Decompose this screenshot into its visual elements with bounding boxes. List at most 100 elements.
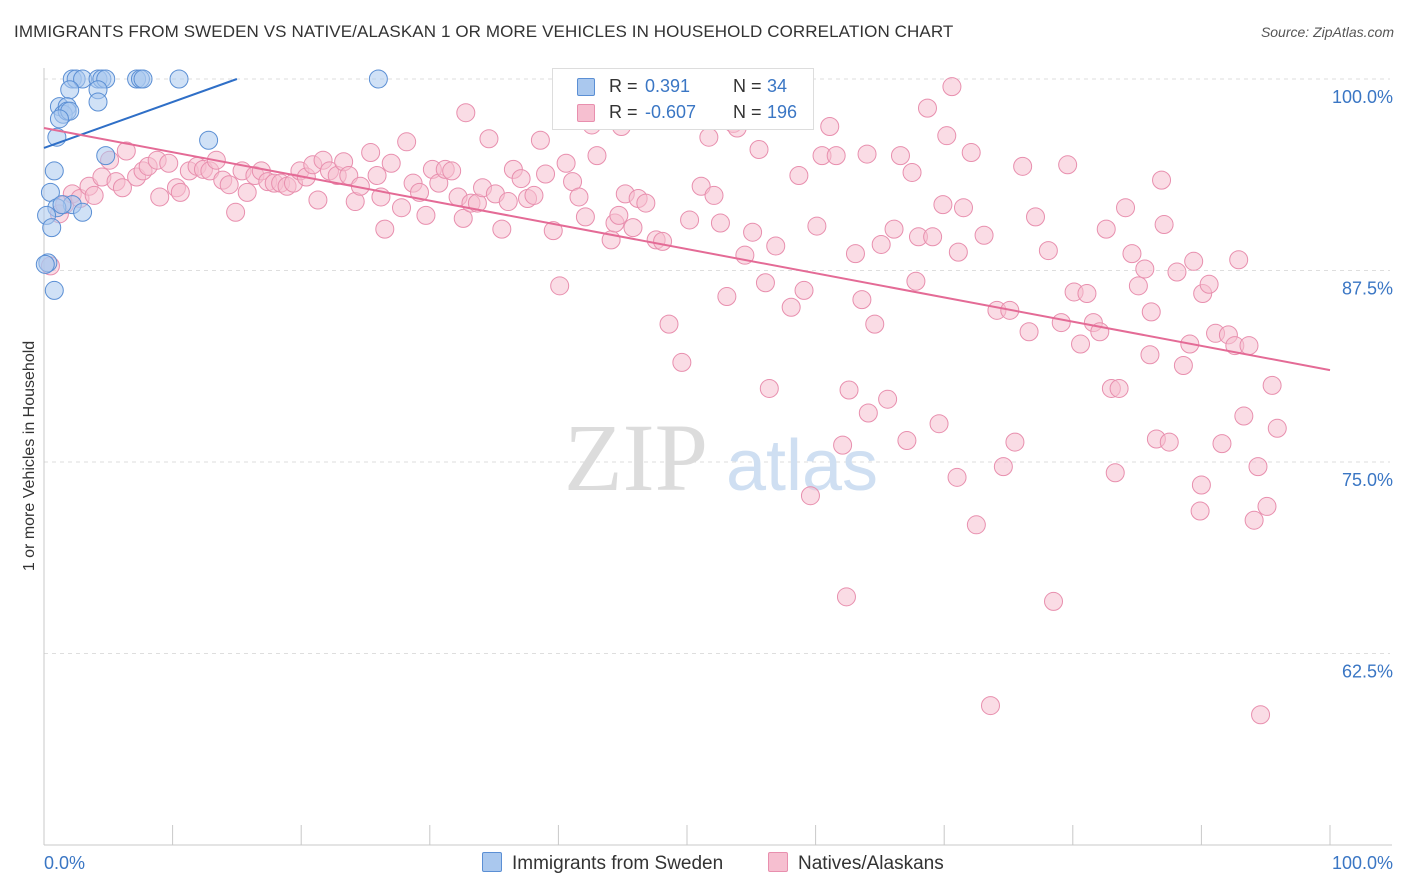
natives-point — [392, 198, 412, 218]
natives-point — [800, 486, 820, 506]
natives-point — [699, 127, 719, 147]
natives-point — [704, 185, 724, 205]
legend-swatch-sweden — [577, 78, 595, 96]
natives-point — [839, 380, 859, 400]
natives-point — [636, 193, 656, 213]
natives-point — [1191, 475, 1211, 495]
natives-point — [1122, 244, 1142, 264]
natives-point — [1212, 434, 1232, 454]
x-tick-label: 0.0% — [44, 853, 85, 873]
source-credit: Source: ZipAtlas.com — [1260, 24, 1394, 40]
legend-r-label: R = — [609, 76, 638, 96]
natives-trend-line — [43, 127, 1331, 372]
natives-point — [543, 221, 563, 241]
natives-point — [680, 210, 700, 230]
natives-point — [1248, 457, 1268, 477]
natives-point — [587, 146, 607, 166]
watermark-zip: ZIP — [564, 404, 708, 511]
legend-r-label: R = — [609, 102, 638, 122]
sweden-point — [42, 218, 62, 238]
natives-point — [1005, 432, 1025, 452]
sweden-point — [35, 254, 55, 274]
sweden-point — [49, 109, 69, 129]
natives-point — [749, 139, 769, 159]
natives-point — [1071, 334, 1091, 354]
natives-point — [536, 164, 556, 184]
y-tick-label: 87.5% — [1342, 279, 1393, 299]
natives-point — [1128, 276, 1148, 296]
natives-point — [1044, 591, 1064, 611]
legend-n-label: N = — [733, 76, 762, 96]
natives-point — [974, 225, 994, 245]
natives-point — [961, 143, 981, 163]
natives-point — [1267, 418, 1287, 438]
sweden-point — [133, 69, 153, 89]
legend-label-natives: Natives/Alaskans — [798, 853, 944, 874]
natives-point — [884, 219, 904, 239]
natives-point — [929, 414, 949, 434]
sweden-point — [169, 69, 189, 89]
natives-point — [416, 205, 436, 225]
sweden-point — [44, 161, 64, 181]
natives-point — [717, 287, 737, 307]
natives-point — [1077, 283, 1097, 303]
natives-point — [219, 175, 239, 195]
natives-point — [530, 130, 550, 150]
natives-point — [1244, 510, 1264, 530]
natives-point — [766, 236, 786, 256]
natives-point — [492, 219, 512, 239]
natives-point — [1140, 345, 1160, 365]
natives-point — [1234, 406, 1254, 426]
legend-swatch-natives — [768, 852, 788, 872]
natives-point — [836, 587, 856, 607]
natives-point — [807, 216, 827, 236]
natives-point — [1199, 274, 1219, 294]
natives-point — [556, 153, 576, 173]
natives-point — [980, 696, 1000, 716]
natives-point — [226, 202, 246, 222]
natives-point — [361, 143, 381, 163]
natives-point — [789, 166, 809, 186]
natives-point — [933, 195, 953, 215]
natives-point — [672, 352, 692, 372]
natives-point — [397, 132, 417, 152]
natives-point — [947, 467, 967, 487]
legend-item-sweden[interactable]: Immigrants from Sweden — [482, 852, 723, 875]
sweden-point — [52, 195, 72, 215]
natives-point — [1229, 250, 1249, 270]
sweden-point — [60, 80, 80, 100]
natives-point — [966, 515, 986, 535]
natives-point — [1262, 375, 1282, 395]
natives-points — [40, 77, 1287, 725]
natives-point — [1019, 322, 1039, 342]
sweden-point — [96, 146, 116, 166]
y-tick-label: 100.0% — [1332, 87, 1393, 107]
natives-point — [897, 431, 917, 451]
legend-item-natives[interactable]: Natives/Alaskans — [768, 852, 944, 875]
x-tick-label: 100.0% — [1332, 853, 1393, 873]
natives-point — [937, 126, 957, 146]
natives-point — [159, 153, 179, 173]
natives-point — [917, 98, 937, 118]
natives-point — [381, 153, 401, 173]
natives-point — [942, 77, 962, 97]
legend-n-label: N = — [733, 102, 762, 122]
natives-point — [1096, 219, 1116, 239]
natives-point — [890, 146, 910, 166]
natives-point — [511, 169, 531, 189]
natives-point — [367, 166, 387, 186]
legend-label-sweden: Immigrants from Sweden — [512, 853, 724, 874]
natives-point — [453, 208, 473, 228]
natives-point — [524, 185, 544, 205]
legend-r-value: 0.391 — [645, 76, 691, 96]
legend-row-sweden: R = 0.391 N = 34 — [553, 75, 813, 99]
natives-point — [948, 242, 968, 262]
natives-point — [1058, 155, 1078, 175]
natives-point — [1141, 302, 1161, 322]
natives-point — [1154, 215, 1174, 235]
natives-point — [1152, 170, 1172, 190]
natives-point — [1051, 313, 1071, 333]
natives-point — [902, 162, 922, 182]
natives-point — [691, 176, 711, 196]
